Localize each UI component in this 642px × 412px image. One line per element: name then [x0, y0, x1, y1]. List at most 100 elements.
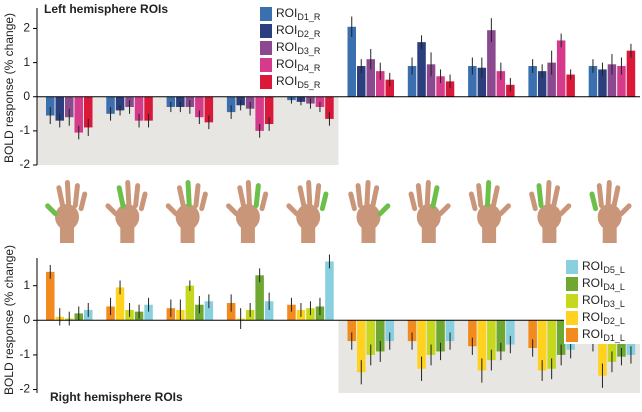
hand-finger [105, 203, 119, 217]
hand-finger [377, 203, 391, 217]
hand-palm [115, 204, 140, 230]
hand-finger [176, 185, 186, 209]
hand-wrist [361, 225, 376, 243]
hand-finger [133, 183, 141, 209]
hand-finger [424, 180, 431, 207]
bar [598, 320, 607, 376]
hand-palm [597, 204, 622, 230]
legend-swatch [566, 294, 578, 308]
bar [264, 96, 274, 125]
bar [185, 285, 195, 321]
bar [547, 62, 556, 97]
bar [55, 96, 64, 121]
bar [417, 320, 426, 369]
bar [445, 81, 455, 97]
hand-palm [296, 204, 321, 230]
legend-swatch [260, 24, 272, 38]
bar [426, 320, 436, 355]
legend-swatch [260, 7, 272, 21]
bar [46, 96, 55, 116]
bar [366, 320, 375, 355]
bar [487, 30, 496, 97]
hand-finger [490, 185, 500, 209]
legend-label: ROID4_R [276, 57, 321, 73]
bar [325, 261, 334, 321]
hand-finger [415, 183, 423, 209]
bar [537, 71, 547, 97]
hand-finger [545, 180, 552, 207]
bar [496, 71, 506, 97]
y-tick-label: -1 [19, 347, 30, 361]
hand-finger [485, 180, 492, 207]
hand-finger [253, 183, 261, 209]
bar [496, 320, 506, 352]
bar [166, 96, 176, 107]
bar [407, 320, 417, 342]
bar [477, 320, 487, 371]
bar [385, 79, 394, 97]
hand-palm [175, 204, 200, 230]
bar [626, 50, 636, 97]
hand-finger [165, 203, 179, 217]
bar [477, 67, 487, 97]
bar [84, 96, 93, 128]
hand-finger [551, 185, 561, 209]
hand-finger [589, 191, 599, 212]
bar [134, 96, 144, 121]
bar [204, 96, 214, 123]
y-axis-label: BOLD response (% change) [2, 13, 16, 163]
bar [506, 320, 515, 345]
hand-finger [558, 203, 572, 217]
legend-label: ROID2_L [582, 310, 625, 326]
hand-palm [356, 204, 381, 230]
bar [144, 304, 153, 321]
bar [547, 320, 556, 369]
hand-finger [596, 183, 604, 209]
hand-finger [72, 183, 80, 209]
bar [255, 275, 264, 321]
bar [46, 271, 55, 321]
bar [556, 320, 566, 355]
y-tick-label: -2 [19, 382, 30, 396]
bar [176, 96, 185, 107]
hand-finger [364, 180, 371, 207]
bar [588, 66, 598, 97]
hand-finger [611, 185, 621, 209]
y-tick-label: 0 [23, 312, 30, 326]
hand-icon [408, 180, 451, 243]
legend-label: ROID3_L [582, 293, 625, 309]
legend-label: ROID1_L [582, 327, 625, 343]
bar [537, 320, 547, 371]
hand-finger [498, 203, 511, 217]
hand-finger [245, 180, 252, 207]
hand-icon [226, 180, 269, 243]
hand-finger [286, 203, 300, 217]
legend-swatch [566, 277, 578, 291]
hand-finger [259, 191, 269, 212]
hand-finger [408, 191, 418, 212]
bar [376, 71, 385, 97]
legend-swatch [566, 328, 578, 342]
y-tick-label: 2 [23, 21, 30, 35]
legend-swatch [566, 260, 578, 274]
hand-wrist [240, 225, 255, 243]
hand-finger [185, 180, 192, 207]
bar [65, 96, 74, 118]
bar [376, 320, 385, 352]
hand-finger [78, 191, 88, 212]
hand-wrist [602, 225, 617, 243]
hand-finger [618, 203, 632, 217]
hand-wrist [301, 225, 316, 243]
hand-palm [416, 204, 441, 230]
hand-finger [56, 185, 66, 209]
hand-palm [477, 204, 502, 230]
bar [264, 301, 274, 321]
bar [204, 301, 214, 321]
bar [226, 96, 236, 113]
hand-finger [306, 180, 313, 207]
hand-finger [476, 183, 484, 209]
bar [617, 66, 626, 97]
bar [468, 66, 477, 97]
bar [357, 66, 366, 97]
hand-finger [193, 183, 201, 209]
